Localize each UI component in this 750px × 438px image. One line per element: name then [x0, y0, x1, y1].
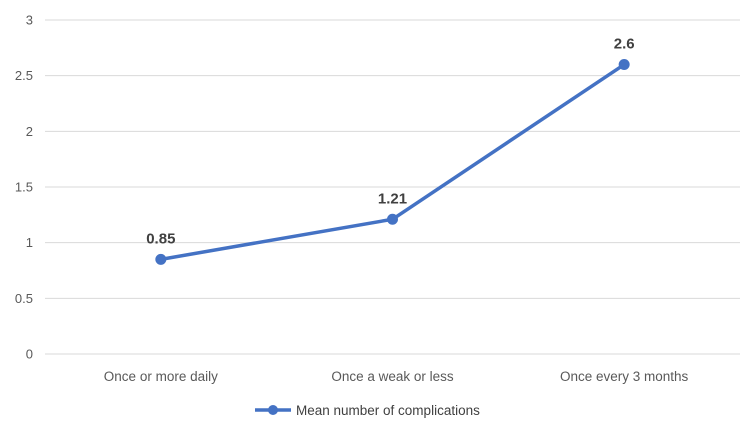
- data-labels: 0.85 1.21 2.6: [146, 36, 634, 248]
- data-label: 2.6: [614, 36, 635, 53]
- y-tick-label: 1.5: [15, 180, 33, 195]
- y-tick-label: 1: [26, 235, 33, 250]
- legend-marker-swatch: [268, 405, 278, 415]
- series-line-group: [155, 59, 630, 265]
- x-category-label: Once a weak or less: [331, 369, 454, 384]
- data-point-marker: [155, 253, 167, 265]
- series-line: [159, 62, 626, 262]
- gridlines: [45, 19, 740, 355]
- y-tick-label: 2: [26, 124, 33, 139]
- y-tick-label: 3: [26, 13, 33, 28]
- legend: Mean number of complications: [255, 403, 480, 418]
- data-point-marker: [618, 59, 630, 71]
- y-tick-label: 2.5: [15, 68, 33, 83]
- x-category-label: Once every 3 months: [560, 369, 689, 384]
- y-axis-tick-labels: 0 0.5 1 1.5 2 2.5 3: [15, 13, 33, 362]
- x-axis-category-labels: Once or more daily Once a weak or less Onc…: [104, 369, 689, 384]
- data-label: 0.85: [146, 230, 175, 247]
- data-label: 1.21: [378, 190, 407, 207]
- y-tick-label: 0.5: [15, 291, 33, 306]
- legend-label: Mean number of complications: [296, 403, 480, 418]
- x-category-label: Once or more daily: [104, 369, 218, 384]
- y-tick-label: 0: [26, 347, 33, 362]
- data-point-marker: [387, 213, 398, 225]
